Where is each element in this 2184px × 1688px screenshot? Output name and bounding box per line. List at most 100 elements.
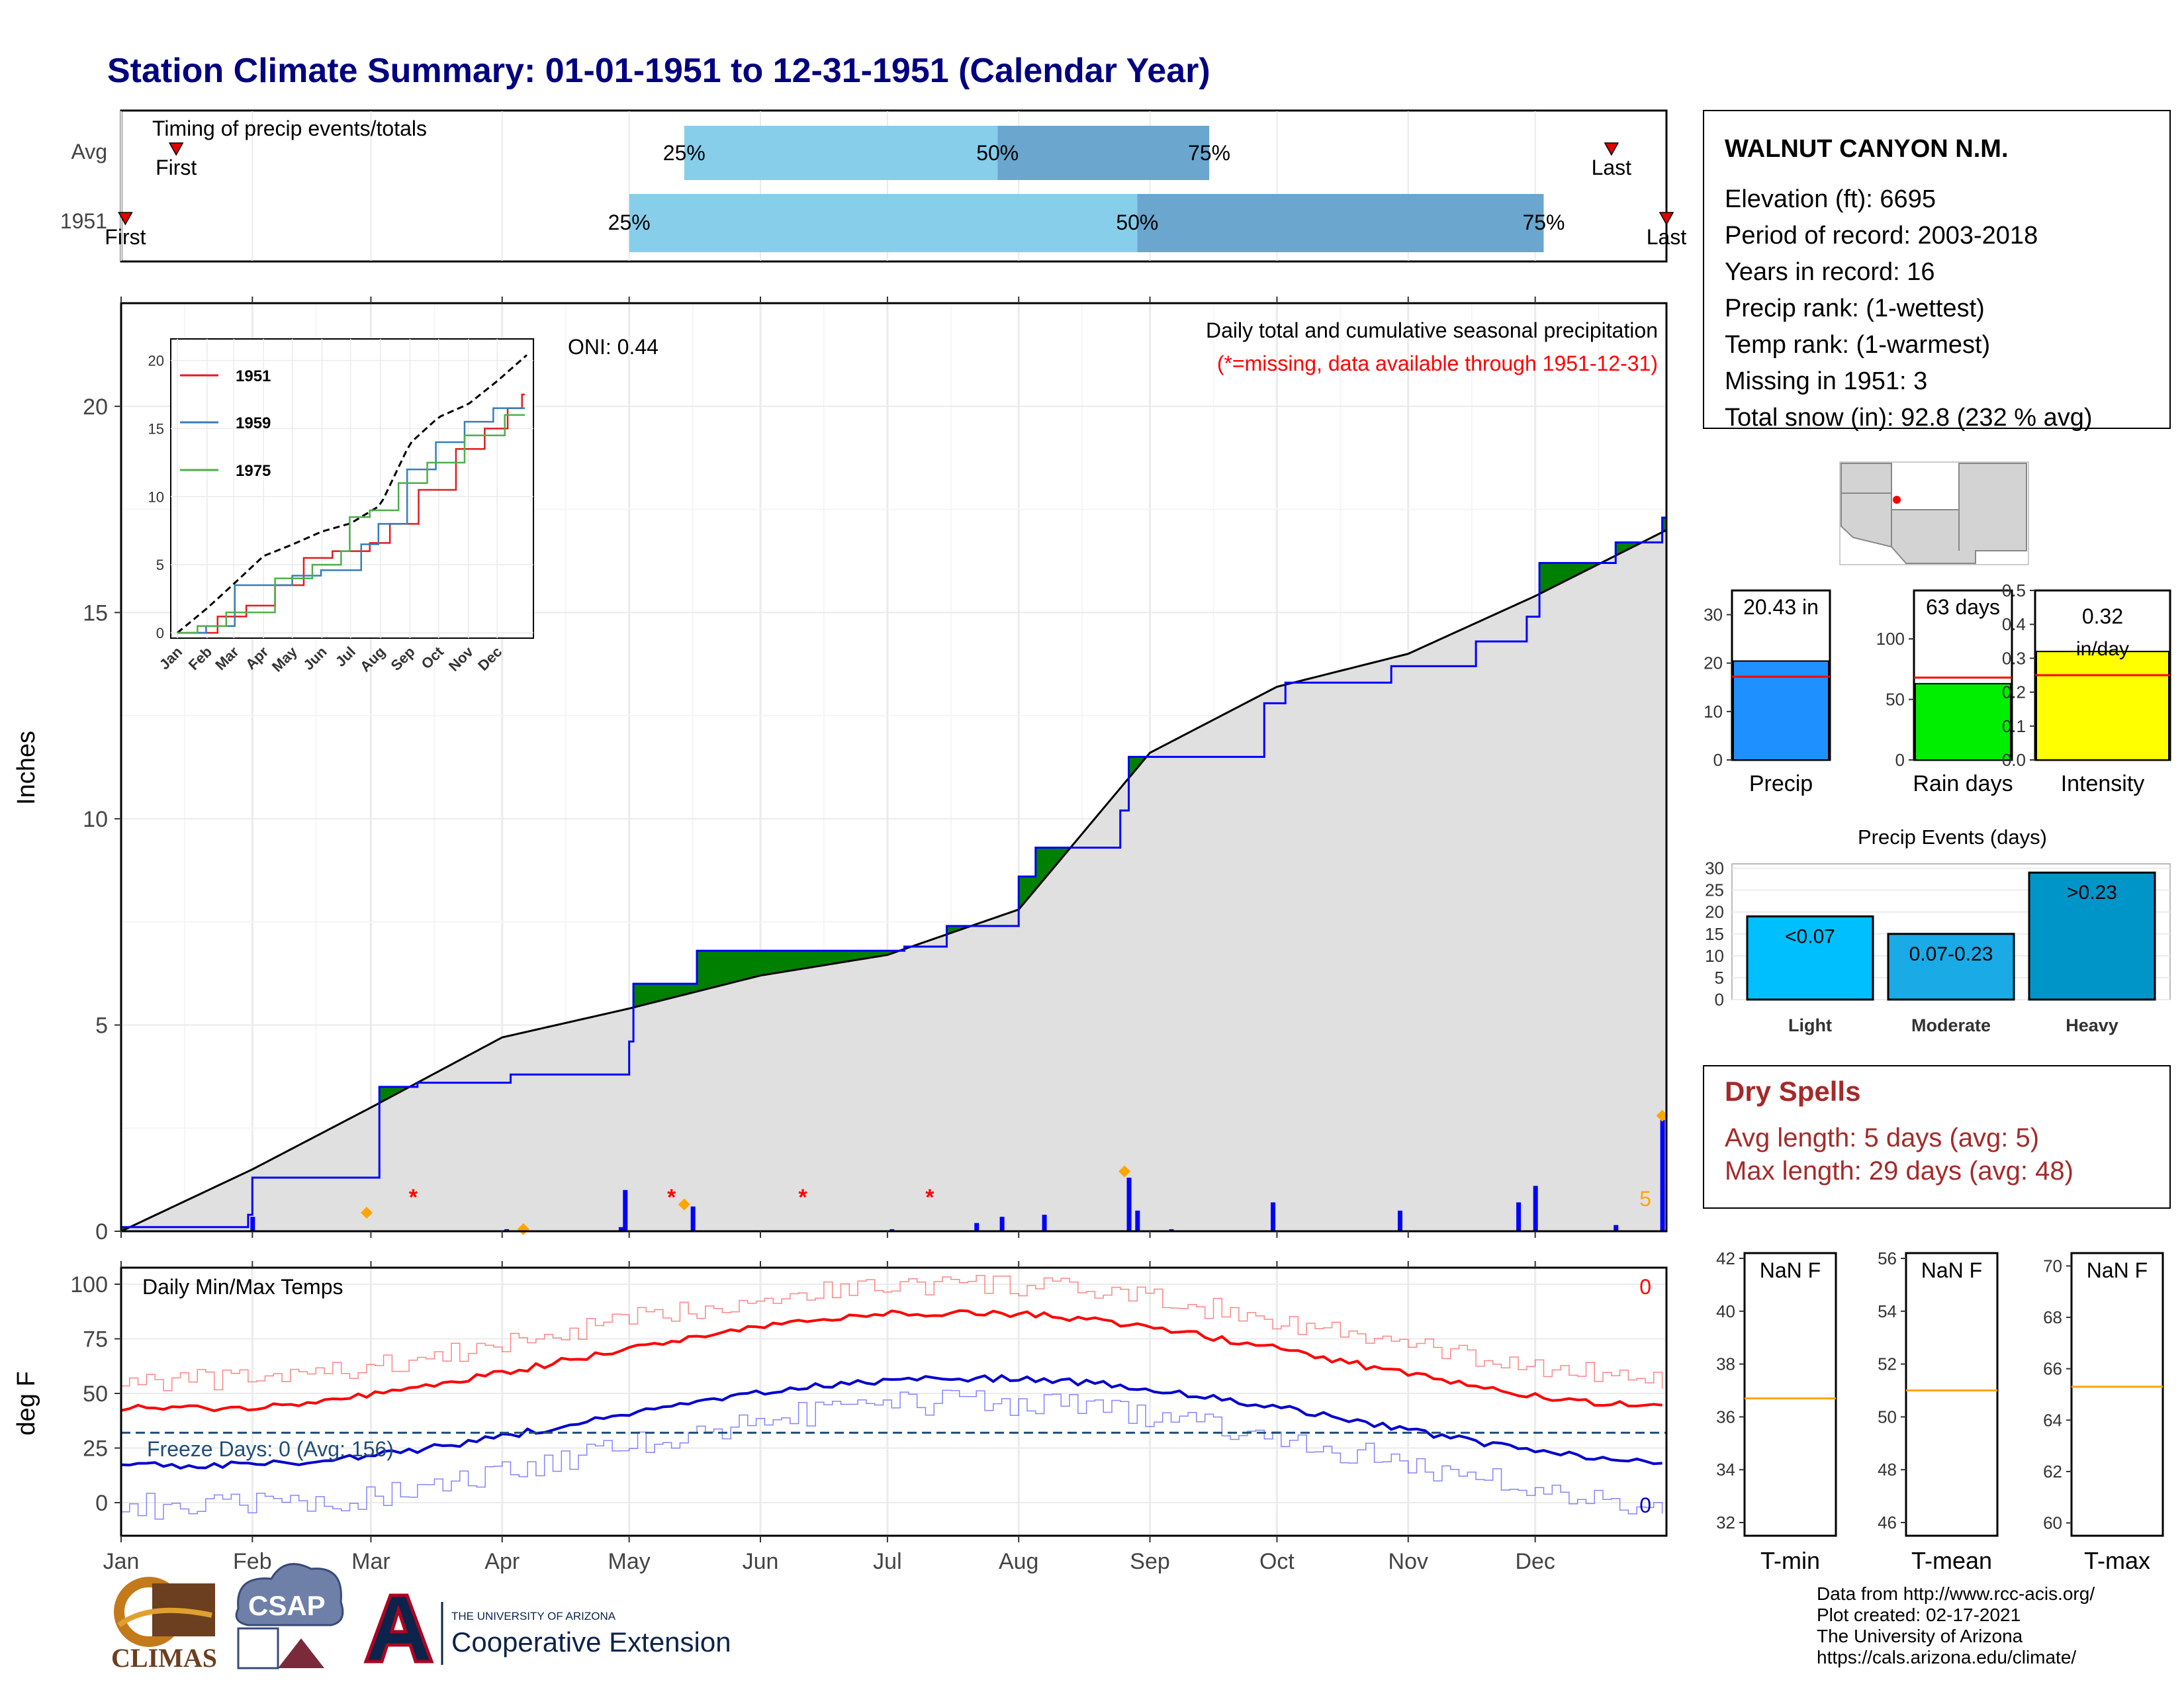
precip-departure-fill <box>705 951 710 990</box>
station-precip-rank: Precip rank: (1-wettest) <box>1725 295 1985 322</box>
temp-summary-tick-label: 48 <box>1878 1460 1897 1479</box>
month-label: Jan <box>103 1549 140 1574</box>
timing-row-label-year: 1951 <box>60 209 107 233</box>
temp-panel-frame <box>120 1266 1668 1537</box>
precip-departure-fill <box>773 951 778 974</box>
dry-spells-frame <box>1703 1065 2171 1209</box>
missing-day-marker: * <box>925 1185 934 1210</box>
precip-departure-fill <box>841 951 846 962</box>
precip-departure-fill <box>764 951 770 975</box>
precip-departure-fill <box>684 984 689 995</box>
inset-y-tick-label: 5 <box>156 557 164 573</box>
temp-summary-tick-label: 54 <box>1878 1301 1897 1321</box>
temp-summary-tick-label: 38 <box>1716 1354 1735 1374</box>
precip-departure-fill <box>1128 757 1134 778</box>
snow-marker-icon <box>361 1206 373 1219</box>
corner-count: 5 <box>1639 1187 1651 1211</box>
precip-departure-fill <box>680 984 685 996</box>
precip-departure-fill <box>1035 847 1040 890</box>
precip-departure-fill <box>709 951 715 988</box>
events-tick-label: 20 <box>1705 902 1724 922</box>
precip-departure-fill <box>735 951 740 982</box>
events-tick-label: 30 <box>1705 859 1724 878</box>
events-bar-label: >0.23 <box>2067 882 2117 904</box>
precip-departure-fill <box>637 984 643 1007</box>
snow-marker-icon <box>1118 1165 1131 1178</box>
dry-spells-title: Dry Spells <box>1725 1076 1860 1107</box>
timing-marks: 25% 50% 75% First Last 25% 50% 75% First Last <box>105 126 1686 252</box>
ua-logo-a-icon <box>363 1593 434 1664</box>
precip-departure-fill <box>1624 542 1629 551</box>
month-label: Mar <box>351 1549 390 1574</box>
daily-precip-bar <box>1397 1210 1402 1231</box>
month-label: Oct <box>1259 1549 1295 1574</box>
credit-data-source: Data from http://www.rcc-acis.org/ <box>1817 1583 2095 1604</box>
precip-y-tick-label: 5 <box>95 1013 108 1038</box>
inset-legend: 1951 1959 1975 <box>180 367 271 480</box>
precip-departure-fill <box>646 984 651 1005</box>
precip-departure-fill <box>950 925 956 933</box>
precip-departure-fill <box>1556 563 1561 586</box>
precip-departure-fill <box>641 984 647 1006</box>
mini-bar-value-label: 0.32 <box>2082 604 2123 628</box>
events-bar <box>1887 933 2015 1001</box>
mini-bar <box>1915 682 2011 761</box>
precip-departure-fill <box>802 951 807 969</box>
temp-summary-tick-label: 40 <box>1716 1301 1735 1321</box>
precip-departure-fill <box>379 1086 385 1103</box>
timing-iqr-dark <box>997 126 1210 180</box>
temp-summary-tick-label: 70 <box>2043 1256 2062 1276</box>
daily-precip-bar <box>504 1229 510 1231</box>
precip-departure-fill <box>392 1086 397 1096</box>
precip-departure-fill <box>633 984 639 1008</box>
temp-summary-panels: NaN F T-min 32 34 36 38 40 42 NaN F T-mean 46 48 50 5… <box>1716 1248 2164 1574</box>
locator-map <box>1839 461 2029 565</box>
precip-departure-fill <box>697 951 702 992</box>
timing-pct-label: 50% <box>976 141 1019 165</box>
daily-precip-bar <box>999 1217 1005 1231</box>
timing-caption: Timing of precip events/totals <box>152 117 427 140</box>
temp-summary-x-label: T-mean <box>1911 1547 1992 1574</box>
avg-min-line <box>120 1374 1662 1470</box>
precip-departure-fill <box>837 951 842 963</box>
station-snow: Total snow (in): 92.8 (232 % avg) <box>1725 404 2093 432</box>
timing-marker-label: First <box>105 225 146 249</box>
missing-day-marker: * <box>409 1185 418 1210</box>
precip-departure-fill <box>1573 563 1578 577</box>
precip-departure-fill <box>823 951 829 966</box>
precip-departure-fill <box>798 951 803 970</box>
precip-departure-fill <box>849 951 854 961</box>
temp-summary-tick-label: 52 <box>1878 1354 1897 1374</box>
precip-departure-fill <box>832 951 837 964</box>
station-missing: Missing in 1951: 3 <box>1725 367 1927 395</box>
daily-precip-bar <box>1271 1202 1276 1231</box>
events-tick-label: 0 <box>1715 990 1724 1009</box>
university-of-arizona-logo: THE UNIVERSITY OF ARIZONA Cooperative Ex… <box>363 1593 731 1665</box>
events-tick-label: 25 <box>1705 880 1724 900</box>
precip-departure-fill <box>1561 563 1566 584</box>
credit-url: https://cals.arizona.edu/climate/ <box>1817 1647 2076 1667</box>
events-title: Precip Events (days) <box>1858 825 2047 849</box>
precip-departure-fill <box>756 951 761 977</box>
temp-summary-tick-label: 64 <box>2043 1410 2062 1430</box>
summary-bar-charts: 20.43 in Precip 0 10 20 30 63 days Rain days 0 50… <box>1704 581 2171 796</box>
mini-bar-value-unit: in/day <box>2076 638 2129 660</box>
precip-departure-fill <box>853 951 858 961</box>
mini-bar-tick-label: 20 <box>1704 653 1723 673</box>
month-label: Nov <box>1388 1549 1428 1574</box>
month-label: Jul <box>873 1549 901 1574</box>
precip-departure-fill <box>659 984 664 1002</box>
missing-day-marker: * <box>667 1185 676 1210</box>
precip-departure-fill <box>815 951 821 967</box>
dry-spells-avg: Avg length: 5 days (avg: 5) <box>1725 1123 2039 1152</box>
precip-departure-fill <box>739 951 744 981</box>
snow-marker-icon <box>678 1198 690 1211</box>
precip-departure-fill <box>662 984 668 1000</box>
precip-departure-fill <box>667 984 672 1000</box>
precip-departure-fill <box>777 951 782 973</box>
precip-departure-fill <box>844 951 850 962</box>
climas-logo: CLIMAS <box>111 1577 217 1673</box>
timing-marker-label: First <box>156 156 197 179</box>
ua-logo-big-text: Cooperative Extension <box>451 1626 731 1658</box>
